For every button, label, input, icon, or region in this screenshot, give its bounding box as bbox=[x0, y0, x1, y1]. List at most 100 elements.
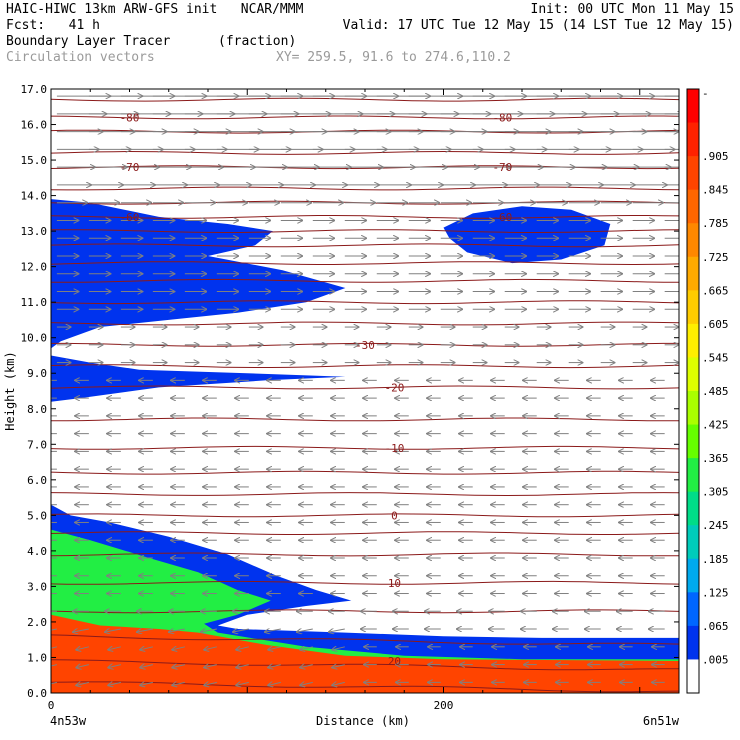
circulation-vector bbox=[204, 682, 217, 685]
y-tick-label: 15.0 bbox=[21, 154, 48, 167]
contour-label: -80 bbox=[120, 111, 140, 124]
colorbar-label: .665 bbox=[702, 284, 729, 297]
circulation-vectors bbox=[51, 96, 679, 685]
contour-label: -60 bbox=[120, 211, 140, 224]
colorbar-swatch bbox=[687, 290, 699, 325]
y-tick-label: 11.0 bbox=[21, 296, 48, 309]
colorbar-swatch bbox=[687, 525, 699, 560]
colorbar-label: .365 bbox=[702, 452, 729, 465]
y-tick-label: 4.0 bbox=[27, 545, 47, 558]
temperature-contour-line bbox=[51, 470, 679, 475]
colorbar-swatch bbox=[687, 323, 699, 358]
y-tick-label: 10.0 bbox=[21, 332, 48, 345]
circulation-vector bbox=[51, 664, 58, 667]
colorbar-label: .905 bbox=[702, 150, 729, 163]
y-tick-label: 8.0 bbox=[27, 403, 47, 416]
contour-label: -20 bbox=[385, 381, 405, 394]
circulation-vector bbox=[204, 647, 217, 650]
field-name: Boundary Layer Tracer bbox=[6, 34, 171, 49]
circulation-vector bbox=[236, 665, 249, 668]
circulation-vector bbox=[172, 647, 185, 650]
temperature-contour-line bbox=[51, 97, 679, 102]
y-tick-label: 5.0 bbox=[27, 509, 47, 522]
temperature-contour-line bbox=[51, 385, 679, 390]
circulation-vector bbox=[268, 647, 281, 650]
temperature-contour-line bbox=[51, 445, 679, 450]
contour-label: -70 bbox=[492, 161, 512, 174]
colorbar-swatch bbox=[687, 659, 699, 694]
colorbar-label: .065 bbox=[702, 620, 729, 633]
temperature-contour-line bbox=[51, 278, 679, 283]
x-tick-label: 200 bbox=[434, 699, 454, 712]
temperature-contour-line bbox=[51, 513, 679, 518]
circulation-vector bbox=[332, 682, 345, 685]
y-tick-label: 0.0 bbox=[27, 687, 47, 700]
colorbar-label: .425 bbox=[702, 419, 729, 432]
y-tick-label: 12.0 bbox=[21, 261, 48, 274]
colorbar-frame bbox=[686, 88, 700, 694]
colorbar-label: .605 bbox=[702, 318, 729, 331]
colorbar-label: .245 bbox=[702, 519, 729, 532]
contour-label: -70 bbox=[120, 161, 140, 174]
colorbar-swatch bbox=[687, 122, 699, 157]
circulation-vector bbox=[236, 682, 249, 685]
y-tick-label: 9.0 bbox=[27, 367, 47, 380]
y-axis-label: Height (km) bbox=[3, 351, 17, 430]
temperature-contour-line bbox=[51, 681, 679, 693]
tracer-region-upper-right-plume bbox=[443, 206, 611, 264]
colorbar-swatch bbox=[687, 458, 699, 493]
colorbar-swatch bbox=[687, 625, 699, 660]
contour-label: -10 bbox=[385, 442, 405, 455]
colorbar-label: .125 bbox=[702, 586, 729, 599]
circulation-vector bbox=[172, 665, 185, 668]
circulation-vector bbox=[140, 665, 153, 668]
colorbar-label: .845 bbox=[702, 184, 729, 197]
colorbar-label: .785 bbox=[702, 217, 729, 230]
forecast-hour: Fcst: 41 h bbox=[6, 18, 100, 33]
init-time: Init: 00 UTC Mon 11 May 15 bbox=[530, 2, 735, 17]
circulation-vector bbox=[108, 665, 121, 668]
contour-label: -30 bbox=[355, 339, 375, 352]
colorbar-label: .485 bbox=[702, 385, 729, 398]
colorbar-label: .185 bbox=[702, 553, 729, 566]
colorbar-swatch bbox=[687, 424, 699, 459]
cross-section-endpoints: XY= 259.5, 91.6 to 274.6,110.2 bbox=[276, 50, 511, 65]
tracer-region-mid-left-plume bbox=[51, 355, 346, 402]
colorbar-swatch bbox=[687, 189, 699, 224]
contour-label: 20 bbox=[388, 655, 401, 668]
contour-label: -80 bbox=[492, 111, 512, 124]
y-tick-label: 17.0 bbox=[21, 83, 48, 96]
temperature-contour-line bbox=[51, 300, 679, 305]
temperature-contour-line bbox=[51, 115, 679, 120]
temperature-contour-line bbox=[51, 492, 679, 497]
temperature-contour-line bbox=[51, 531, 679, 535]
temperature-contour-line bbox=[51, 229, 679, 233]
contour-label: 10 bbox=[388, 577, 401, 590]
circulation-vector bbox=[297, 629, 313, 632]
circulation-vector bbox=[140, 682, 153, 685]
circulation-vector bbox=[172, 682, 185, 685]
circulation-vector bbox=[169, 629, 185, 632]
circulation-vector bbox=[300, 665, 313, 668]
colorbar: - .905 .845 .785 .725 .665 .605 .545 .485 .425 .36… bbox=[686, 87, 729, 694]
circulation-vector bbox=[51, 646, 58, 649]
circulation-vector bbox=[108, 682, 121, 685]
temperature-contour-line bbox=[51, 243, 679, 248]
temperature-contour-line bbox=[51, 261, 679, 266]
circulation-vector bbox=[201, 629, 217, 632]
circulation-vector bbox=[300, 647, 313, 650]
circulation-vector bbox=[51, 628, 57, 631]
x-end-label: 6n51w bbox=[643, 714, 680, 728]
y-tick-label: 3.0 bbox=[27, 580, 47, 593]
colorbar-swatch bbox=[687, 256, 699, 291]
contour-label: -60 bbox=[492, 211, 512, 224]
colorbar-label: - bbox=[702, 87, 709, 100]
circulation-vector bbox=[105, 629, 121, 632]
y-tick-label: 6.0 bbox=[27, 474, 47, 487]
valid-time: Valid: 17 UTC Tue 12 May 15 (14 LST Tue … bbox=[342, 18, 734, 33]
circulation-vector bbox=[76, 682, 89, 685]
colorbar-label: .725 bbox=[702, 251, 729, 264]
circulation-vector bbox=[332, 647, 345, 650]
temperature-contour-line bbox=[51, 150, 679, 155]
y-tick-label: 16.0 bbox=[21, 119, 48, 132]
